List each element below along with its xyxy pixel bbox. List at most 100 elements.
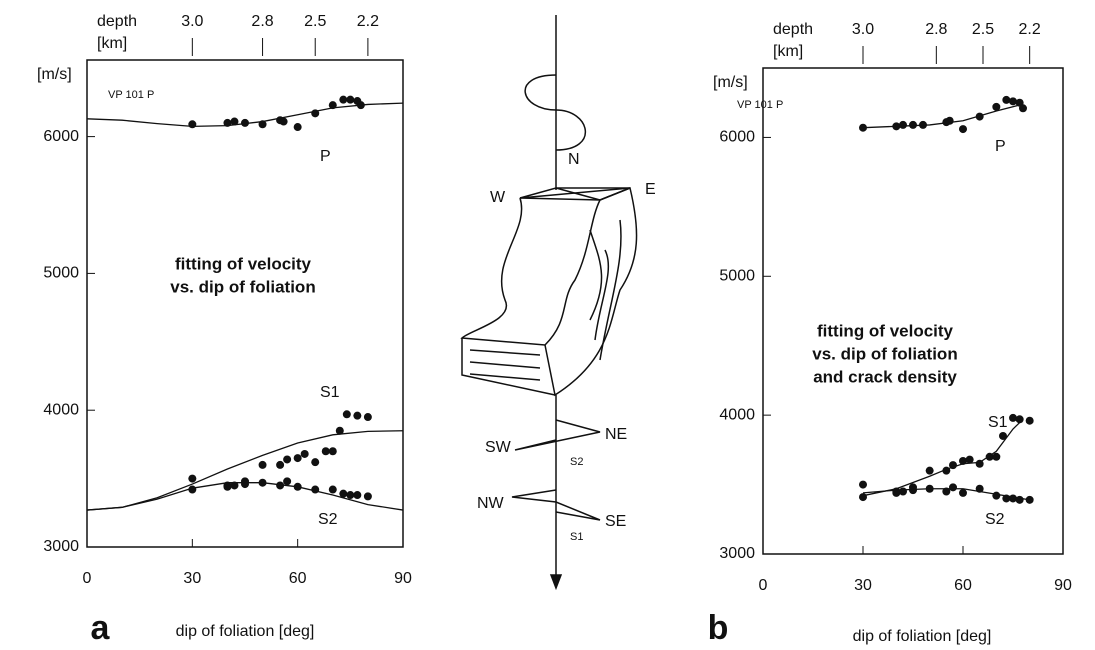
data-point: [959, 488, 967, 497]
y-tick-label: 4000: [719, 406, 755, 423]
data-point: [276, 481, 285, 490]
data-point: [892, 488, 901, 497]
diagram-label: NE: [605, 426, 627, 443]
y-label: [m/s]: [713, 74, 748, 91]
fit-line: [86, 430, 404, 511]
y-label: [m/s]: [37, 66, 72, 83]
data-point: [311, 109, 320, 118]
x-tick-label: 0: [759, 577, 768, 594]
x2-tick-label: 2.5: [304, 13, 326, 30]
data-point: [975, 484, 984, 493]
y-tick-label: 5000: [719, 268, 755, 285]
data-point: [1009, 494, 1017, 503]
data-point: [188, 474, 197, 483]
x-tick-label: 30: [183, 570, 201, 587]
data-point: [909, 120, 917, 129]
x-label: dip of foliation [deg]: [853, 628, 992, 645]
data-point: [1002, 95, 1011, 104]
data-point: [328, 447, 337, 456]
data-point: [188, 120, 197, 129]
data-point: [959, 456, 967, 465]
y-tick-label: 3000: [719, 545, 755, 562]
data-point: [1025, 495, 1034, 504]
data-point: [230, 481, 239, 490]
data-point: [992, 452, 1001, 461]
data-point: [959, 125, 967, 134]
x-tick-label: 90: [1054, 577, 1072, 594]
data-point: [346, 491, 355, 500]
data-point: [293, 482, 302, 491]
y-tick-label: 6000: [719, 129, 755, 146]
series-label: P: [320, 148, 331, 165]
data-point: [230, 117, 239, 126]
diagram-label: S2: [570, 456, 583, 468]
series-label: S2: [318, 511, 338, 528]
data-point: [363, 413, 372, 422]
data-point: [919, 120, 927, 129]
data-point: [859, 493, 867, 502]
data-point: [223, 118, 232, 127]
x2-tick-label: 3.0: [852, 21, 874, 38]
sample-label: VP 101 P: [737, 99, 783, 111]
data-point: [311, 485, 320, 494]
annotation: vs. dip of foliation: [812, 344, 957, 363]
data-point: [328, 101, 337, 110]
x-tick-label: 90: [394, 570, 412, 587]
data-point: [342, 410, 351, 419]
x2-tick-label: 2.8: [251, 13, 273, 30]
data-point: [353, 491, 362, 500]
data-point: [328, 485, 337, 494]
data-point: [293, 454, 302, 463]
x-tick-label: 30: [854, 577, 872, 594]
data-point: [363, 492, 372, 501]
data-point: [909, 486, 917, 495]
x2-tick-label: 3.0: [181, 13, 203, 30]
data-point: [925, 484, 934, 493]
data-point: [949, 461, 957, 470]
x2-label: [km]: [773, 43, 803, 60]
data-point: [942, 487, 951, 496]
data-point: [975, 112, 984, 121]
data-point: [859, 480, 867, 489]
series-label: P: [995, 138, 1006, 155]
annotation: vs. dip of foliation: [170, 277, 315, 296]
data-point: [258, 478, 267, 487]
series-label: S1: [320, 384, 340, 401]
data-point: [1009, 97, 1017, 106]
data-point: [1019, 104, 1027, 113]
diagram-label: SE: [605, 513, 626, 530]
x2-tick-label: 2.2: [357, 13, 379, 30]
data-point: [241, 480, 249, 489]
panel-label: b: [708, 609, 729, 647]
data-point: [925, 466, 934, 475]
data-point: [992, 102, 1001, 111]
x2-tick-label: 2.5: [972, 21, 994, 38]
x2-tick-label: 2.2: [1019, 21, 1041, 38]
data-point: [949, 483, 957, 492]
x-label: dip of foliation [deg]: [176, 623, 315, 640]
plot-frame: [86, 59, 404, 548]
data-point: [899, 120, 907, 129]
rock-diagram: [460, 15, 638, 591]
data-point: [942, 466, 951, 475]
diagram-label: E: [645, 181, 656, 198]
y-tick-label: 6000: [43, 128, 79, 145]
diagram-label: W: [490, 189, 506, 206]
diagram-label: SW: [485, 439, 512, 456]
data-point: [356, 101, 365, 110]
data-point: [241, 118, 249, 127]
data-point: [276, 460, 285, 469]
data-point: [339, 489, 348, 498]
diagram-label: N: [568, 151, 580, 168]
x2-label: depth: [97, 13, 137, 30]
annotation: and crack density: [813, 367, 957, 386]
data-point: [965, 455, 974, 464]
data-point: [283, 455, 292, 464]
series-label: S1: [988, 414, 1008, 431]
data-point: [353, 411, 362, 420]
data-point: [1015, 495, 1024, 504]
data-point: [335, 426, 344, 435]
data-point: [311, 458, 320, 467]
data-point: [293, 123, 302, 132]
